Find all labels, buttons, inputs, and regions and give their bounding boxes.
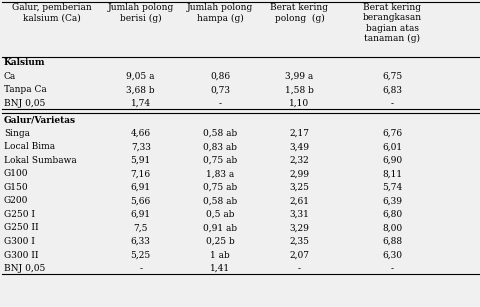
Text: 3,49: 3,49 (289, 142, 309, 151)
Text: 2,99: 2,99 (289, 169, 309, 178)
Text: 0,75 ab: 0,75 ab (203, 183, 237, 192)
Text: 2,07: 2,07 (289, 251, 309, 259)
Text: 5,25: 5,25 (130, 251, 151, 259)
Text: 2,32: 2,32 (289, 156, 309, 165)
Text: 0,83 ab: 0,83 ab (203, 142, 237, 151)
Text: 0,73: 0,73 (210, 85, 229, 94)
Text: 6,33: 6,33 (131, 237, 150, 246)
Text: 1,41: 1,41 (210, 264, 229, 273)
Text: 6,83: 6,83 (381, 85, 401, 94)
Text: 6,88: 6,88 (381, 237, 401, 246)
Text: 6,91: 6,91 (131, 210, 150, 219)
Text: 1,74: 1,74 (131, 99, 150, 108)
Text: 3,29: 3,29 (289, 223, 309, 232)
Text: 0,25 b: 0,25 b (205, 237, 234, 246)
Text: 6,91: 6,91 (131, 183, 150, 192)
Text: 5,91: 5,91 (130, 156, 151, 165)
Text: G250 II: G250 II (4, 223, 38, 232)
Text: BNJ 0,05: BNJ 0,05 (4, 99, 45, 108)
Text: 6,76: 6,76 (381, 129, 401, 138)
Text: 0,5 ab: 0,5 ab (205, 210, 234, 219)
Text: Galur/Varietas: Galur/Varietas (4, 115, 76, 124)
Text: 6,90: 6,90 (381, 156, 401, 165)
Text: 3,68 b: 3,68 b (126, 85, 155, 94)
Text: Jumlah polong
hampa (g): Jumlah polong hampa (g) (187, 3, 252, 23)
Text: -: - (218, 99, 221, 108)
Text: G300 I: G300 I (4, 237, 35, 246)
Text: 8,11: 8,11 (381, 169, 401, 178)
Text: 8,00: 8,00 (381, 223, 401, 232)
Text: 3,99 a: 3,99 a (285, 72, 313, 81)
Text: 1 ab: 1 ab (210, 251, 229, 259)
Text: 4,66: 4,66 (131, 129, 150, 138)
Text: 7,5: 7,5 (133, 223, 148, 232)
Text: 5,66: 5,66 (130, 196, 151, 205)
Text: -: - (297, 264, 300, 273)
Text: 3,31: 3,31 (289, 210, 309, 219)
Text: Berat kering
polong  (g): Berat kering polong (g) (270, 3, 328, 23)
Text: Galur, pemberian
kalsium (Ca): Galur, pemberian kalsium (Ca) (12, 3, 91, 22)
Text: 2,17: 2,17 (289, 129, 309, 138)
Text: Singa: Singa (4, 129, 30, 138)
Text: Ca: Ca (4, 72, 16, 81)
Text: 6,01: 6,01 (381, 142, 401, 151)
Text: 7,16: 7,16 (131, 169, 150, 178)
Text: 1,10: 1,10 (289, 99, 309, 108)
Text: 2,61: 2,61 (289, 196, 309, 205)
Text: 0,75 ab: 0,75 ab (203, 156, 237, 165)
Text: 2,35: 2,35 (289, 237, 309, 246)
Text: G100: G100 (4, 169, 28, 178)
Text: G300 II: G300 II (4, 251, 38, 259)
Text: 6,75: 6,75 (381, 72, 401, 81)
Text: 0,91 ab: 0,91 ab (203, 223, 237, 232)
Text: 1,83 a: 1,83 a (205, 169, 234, 178)
Text: Tanpa Ca: Tanpa Ca (4, 85, 47, 94)
Text: Jumlah polong
berisi (g): Jumlah polong berisi (g) (108, 3, 173, 23)
Text: Kalsium: Kalsium (4, 58, 45, 67)
Text: -: - (390, 264, 393, 273)
Text: G150: G150 (4, 183, 28, 192)
Text: -: - (139, 264, 142, 273)
Text: 0,58 ab: 0,58 ab (203, 129, 237, 138)
Text: 6,80: 6,80 (381, 210, 401, 219)
Text: 0,58 ab: 0,58 ab (203, 196, 237, 205)
Text: BNJ 0,05: BNJ 0,05 (4, 264, 45, 273)
Text: 3,25: 3,25 (289, 183, 309, 192)
Text: 6,30: 6,30 (381, 251, 401, 259)
Text: G200: G200 (4, 196, 28, 205)
Text: 7,33: 7,33 (131, 142, 150, 151)
Text: Local Bima: Local Bima (4, 142, 55, 151)
Text: 0,86: 0,86 (210, 72, 229, 81)
Text: -: - (390, 99, 393, 108)
Text: 6,39: 6,39 (381, 196, 401, 205)
Text: 5,74: 5,74 (381, 183, 401, 192)
Text: Lokal Sumbawa: Lokal Sumbawa (4, 156, 76, 165)
Text: 9,05 a: 9,05 a (126, 72, 155, 81)
Text: G250 I: G250 I (4, 210, 35, 219)
Text: 1,58 b: 1,58 b (284, 85, 313, 94)
Text: Berat kering
berangkasan
bagian atas
tanaman (g): Berat kering berangkasan bagian atas tan… (362, 3, 420, 43)
